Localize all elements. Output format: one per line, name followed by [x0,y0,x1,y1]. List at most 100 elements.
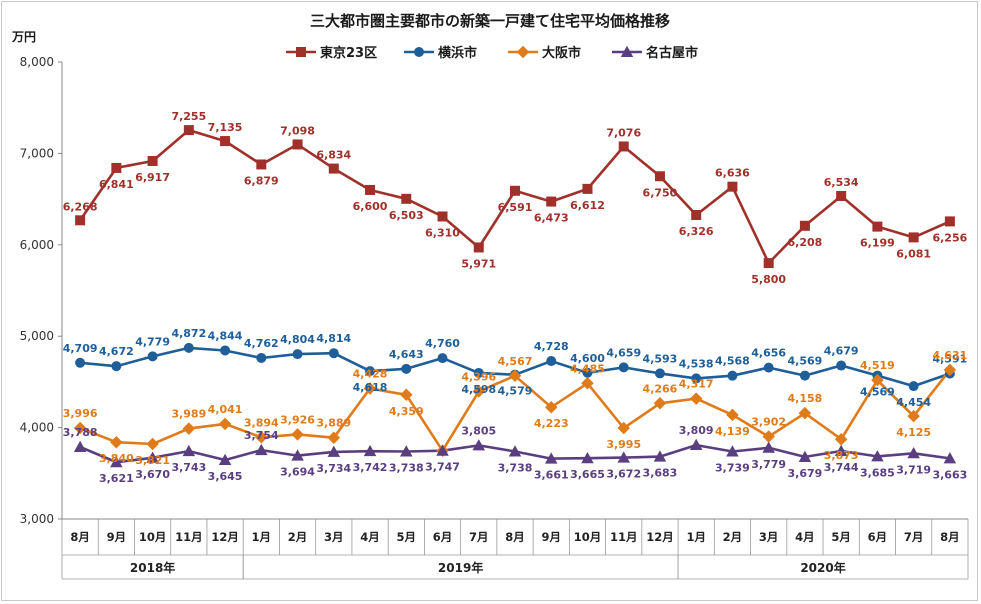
data-point [218,453,232,466]
data-point [871,373,884,387]
data-point [437,353,448,364]
data-label: 6,600 [353,200,388,213]
data-label: 6,326 [679,225,714,238]
data-label: 4,568 [715,355,750,368]
y-tick-label: 6,000 [20,238,54,252]
x-tick-label: 12月 [646,530,674,544]
data-point [871,450,884,462]
data-point [365,366,376,377]
data-point [726,408,739,422]
legend-marker [414,47,424,57]
x-tick-label: 11月 [610,530,638,544]
data-point [256,159,267,170]
data-point [763,362,774,373]
data-label: 3,889 [316,417,351,430]
y-tick-label: 7,000 [20,146,54,160]
data-point [146,437,159,451]
data-label: 3,995 [606,438,641,451]
legend-entry-label: 横浜市 [438,45,477,61]
x-tick-label: 8月 [505,530,525,544]
x-tick-label: 8月 [940,530,960,544]
x-tick-label: 11月 [175,530,203,544]
data-label: 4,538 [679,357,714,370]
data-point [799,370,810,381]
data-point [618,141,629,152]
data-point [653,450,667,462]
data-point [836,360,847,371]
data-label: 4,709 [63,342,98,355]
data-label: 3,685 [860,466,895,479]
data-label: 4,266 [643,382,678,395]
data-point [292,349,303,360]
x-tick-label: 4月 [795,530,815,544]
data-point [75,357,86,368]
x-tick-label: 7月 [904,530,924,544]
data-label: 4,454 [896,396,931,409]
data-label: 6,256 [932,231,967,244]
data-label: 3,873 [824,449,859,462]
data-label: 6,636 [715,167,750,180]
data-label: 4,760 [425,337,460,350]
data-label: 3,902 [751,416,786,429]
year-label: 2020年 [800,560,845,575]
data-label: 3,739 [715,461,750,474]
data-point [111,361,122,372]
data-point [834,432,848,446]
data-label: 7,076 [606,126,641,139]
data-label: 3,663 [932,468,967,481]
data-point [943,452,957,464]
data-point [183,125,194,136]
data-point [654,368,665,379]
series-markers [73,125,957,468]
x-tick-label: 1月 [686,530,706,544]
data-label: 4,591 [932,353,967,366]
data-label: 4,762 [244,337,279,350]
data-point [508,445,522,457]
data-label: 6,750 [643,186,678,199]
data-label: 6,268 [63,200,98,213]
data-label: 6,879 [244,174,279,187]
data-label: 6,834 [316,149,351,162]
x-tick-label: 1月 [252,530,272,544]
data-label: 3,661 [534,469,569,482]
data-label: 3,719 [896,463,931,476]
data-label: 7,135 [208,121,243,134]
data-label: 4,569 [860,386,895,399]
legend-entry-label: 名古屋市 [646,45,698,61]
x-tick-label: 12月 [211,530,239,544]
data-point [581,451,594,464]
data-point [363,444,377,457]
data-point [328,163,339,174]
data-point [617,421,630,435]
data-label: 4,728 [534,340,569,353]
x-tick-label: 8月 [70,530,90,544]
data-label: 4,872 [171,327,206,340]
x-tick-label: 4月 [360,530,380,544]
data-point [437,211,448,222]
y-axis-unit-label: 万円 [11,30,36,44]
data-label: 4,569 [788,355,823,368]
data-label: 3,743 [171,461,206,474]
data-label: 3,621 [99,472,134,485]
data-label: 3,747 [425,461,460,474]
data-point [147,155,158,166]
x-tick-label: 7月 [469,530,489,544]
data-label: 3,821 [135,454,170,467]
data-point [653,397,667,410]
legend-entry-label: 東京23区 [320,45,377,61]
data-label: 5,800 [751,273,786,286]
data-point [544,452,558,464]
data-label: 3,679 [788,467,823,480]
data-point [727,370,738,381]
year-label: 2018年 [130,560,175,575]
data-label: 4,804 [280,333,315,346]
year-label: 2019年 [438,560,483,575]
data-label: 7,098 [280,124,315,137]
legend-marker [516,45,530,59]
data-point [146,451,159,463]
data-label: 3,683 [643,467,678,480]
data-point [546,196,557,207]
data-label: 4,844 [208,329,243,342]
